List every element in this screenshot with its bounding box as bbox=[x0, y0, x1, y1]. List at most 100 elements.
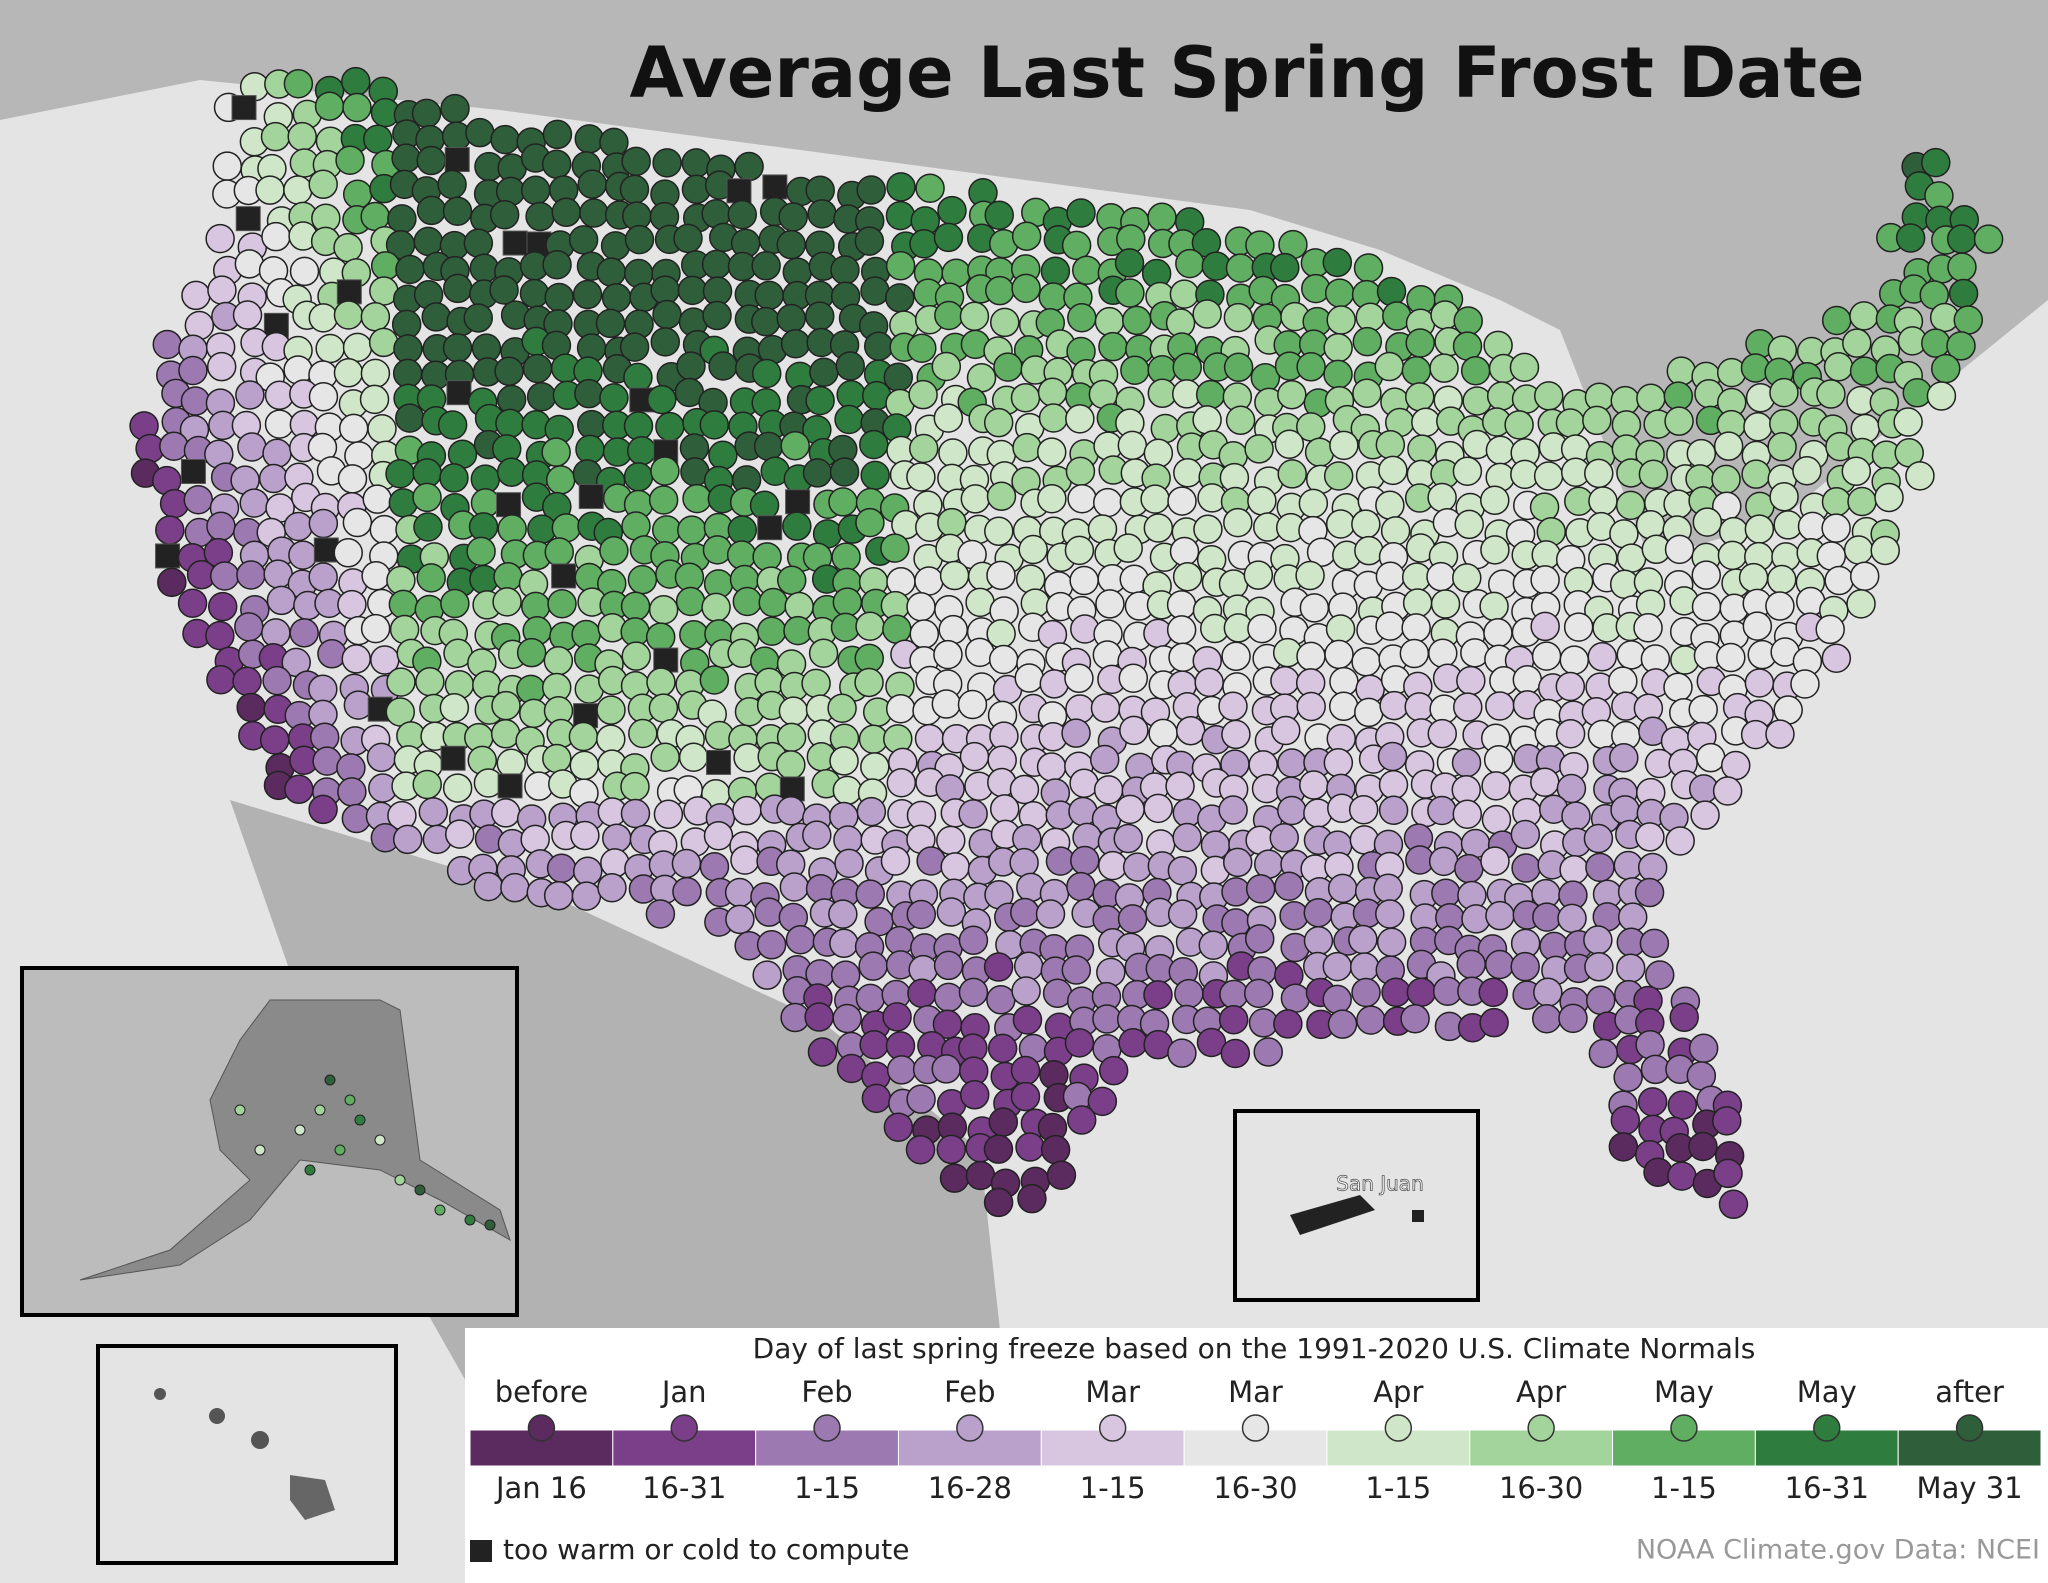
station bbox=[651, 515, 682, 545]
station bbox=[412, 769, 442, 800]
station bbox=[542, 119, 573, 150]
station bbox=[1821, 305, 1852, 336]
station bbox=[337, 589, 367, 620]
station bbox=[1046, 1160, 1077, 1190]
station bbox=[832, 775, 863, 806]
legend-label-top: Jan bbox=[660, 1375, 707, 1409]
station bbox=[579, 198, 609, 228]
station bbox=[1555, 408, 1586, 438]
no-data-station bbox=[446, 380, 472, 406]
station bbox=[1219, 979, 1249, 1010]
station bbox=[468, 512, 499, 542]
station bbox=[1452, 563, 1482, 593]
station bbox=[1533, 461, 1564, 491]
station bbox=[1585, 852, 1615, 883]
station bbox=[832, 1003, 862, 1034]
no-data-station bbox=[235, 206, 261, 232]
station bbox=[183, 484, 214, 515]
station bbox=[392, 358, 423, 389]
station bbox=[780, 328, 811, 359]
station bbox=[1644, 960, 1675, 990]
station bbox=[181, 280, 211, 311]
station bbox=[1485, 435, 1516, 466]
station bbox=[623, 362, 653, 393]
station bbox=[597, 872, 627, 903]
station bbox=[1296, 641, 1326, 672]
station bbox=[1479, 1007, 1509, 1038]
station bbox=[776, 303, 806, 334]
station bbox=[308, 562, 338, 592]
station bbox=[885, 283, 915, 313]
station bbox=[1038, 282, 1069, 312]
station bbox=[856, 175, 886, 205]
station bbox=[1172, 352, 1202, 383]
station bbox=[341, 644, 371, 674]
station bbox=[575, 434, 605, 465]
station bbox=[1815, 614, 1845, 645]
station bbox=[602, 823, 632, 853]
station bbox=[283, 355, 313, 385]
no-data-station bbox=[578, 483, 604, 509]
legend-dot bbox=[1241, 1414, 1270, 1442]
station bbox=[465, 117, 495, 148]
station bbox=[466, 536, 496, 567]
station-dots bbox=[129, 66, 2004, 1220]
legend-dot bbox=[813, 1414, 841, 1442]
station bbox=[207, 275, 237, 305]
station bbox=[415, 666, 445, 697]
station bbox=[1328, 691, 1359, 722]
station bbox=[1792, 456, 1822, 486]
puerto-rico-inset: San Juan bbox=[1233, 1109, 1480, 1302]
station bbox=[1608, 1132, 1639, 1162]
station bbox=[1067, 303, 1097, 333]
station bbox=[1296, 352, 1326, 382]
station bbox=[1427, 795, 1457, 826]
station bbox=[324, 1074, 336, 1086]
station bbox=[333, 232, 363, 263]
station bbox=[885, 250, 916, 281]
station bbox=[836, 380, 866, 410]
station bbox=[708, 440, 738, 471]
station bbox=[1277, 459, 1307, 489]
station bbox=[1529, 492, 1560, 522]
station bbox=[463, 228, 494, 258]
station bbox=[1846, 589, 1876, 619]
station bbox=[1921, 147, 1951, 178]
station bbox=[1222, 847, 1253, 878]
station bbox=[959, 741, 990, 772]
station bbox=[333, 300, 364, 330]
station bbox=[1165, 771, 1195, 801]
station bbox=[751, 251, 781, 281]
station bbox=[959, 301, 990, 331]
station bbox=[986, 481, 1017, 511]
station bbox=[1301, 273, 1331, 304]
station bbox=[730, 845, 760, 875]
station bbox=[1635, 822, 1665, 852]
station bbox=[914, 723, 945, 754]
station bbox=[595, 308, 626, 339]
station bbox=[782, 511, 812, 541]
station bbox=[284, 774, 314, 805]
station bbox=[620, 771, 650, 802]
legend-label-bottom: 1-15 bbox=[1080, 1471, 1146, 1505]
station bbox=[283, 68, 314, 99]
station bbox=[1096, 957, 1126, 988]
station bbox=[152, 329, 183, 360]
station bbox=[418, 797, 449, 827]
station bbox=[859, 1029, 889, 1060]
station bbox=[497, 514, 527, 544]
station bbox=[960, 484, 991, 514]
station bbox=[1563, 612, 1594, 642]
station bbox=[861, 1083, 892, 1114]
station bbox=[1118, 1028, 1148, 1058]
station bbox=[1011, 221, 1042, 251]
station bbox=[1280, 983, 1311, 1013]
legend-label-bottom: 1-15 bbox=[794, 1471, 860, 1505]
inset-frame bbox=[96, 1344, 398, 1565]
station bbox=[648, 485, 679, 515]
station bbox=[936, 1134, 967, 1165]
station bbox=[985, 275, 1015, 306]
station bbox=[885, 200, 916, 231]
station bbox=[1849, 561, 1880, 591]
station bbox=[1067, 483, 1097, 514]
